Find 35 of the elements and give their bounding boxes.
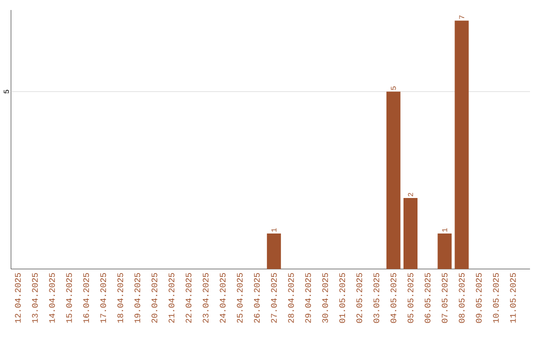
x-tick-label: 18.04.2025: [117, 273, 124, 323]
bar: [386, 92, 400, 269]
bar: [404, 198, 418, 269]
x-tick-label: 01.05.2025: [339, 273, 346, 323]
x-tick-label: 13.04.2025: [32, 273, 38, 323]
x-tick-label: 04.05.2025: [390, 273, 396, 323]
x-tick-label: 10.05.2025: [492, 273, 499, 323]
bar: [438, 234, 452, 269]
x-tick-label: 28.04.2025: [288, 273, 294, 323]
x-tick-label: 21.04.2025: [168, 273, 174, 323]
bar: [454, 20, 469, 269]
x-tick-label: 23.04.2025: [202, 273, 208, 323]
x-tick-label: 09.05.2025: [476, 273, 482, 323]
x-tick-label: 05.05.2025: [408, 273, 414, 323]
x-tick-label: 20.04.2025: [152, 273, 158, 323]
x-tick-label: 26.04.2025: [254, 273, 260, 323]
x-tick-label: 07.05.2025: [442, 273, 448, 323]
x-tick-label: 11.05.2025: [510, 273, 516, 323]
x-tick-label: 25.04.2025: [236, 273, 243, 323]
x-tick-label: 02.05.2025: [356, 273, 362, 323]
x-tick-label: 27.04.2025: [271, 273, 277, 323]
x-tick-label: 29.04.2025: [305, 273, 311, 323]
x-tick-label: 06.05.2025: [424, 273, 430, 323]
x-tick-label: 24.04.2025: [220, 273, 226, 323]
x-tick-label: 30.04.2025: [322, 273, 328, 323]
x-tick-label: 08.05.2025: [458, 273, 465, 323]
x-tick-label: 12.04.2025: [14, 273, 21, 323]
x-tick-label: 03.05.2025: [373, 273, 380, 323]
x-tick-label: 14.04.2025: [49, 273, 55, 323]
x-tick-label: 15.04.2025: [66, 273, 72, 323]
bar: [266, 234, 281, 269]
x-tick-label: 19.04.2025: [134, 273, 140, 323]
x-tick-label: 22.04.2025: [186, 273, 192, 323]
x-tick-label: 17.04.2025: [100, 273, 106, 323]
x-tick-label: 16.04.2025: [83, 273, 89, 323]
